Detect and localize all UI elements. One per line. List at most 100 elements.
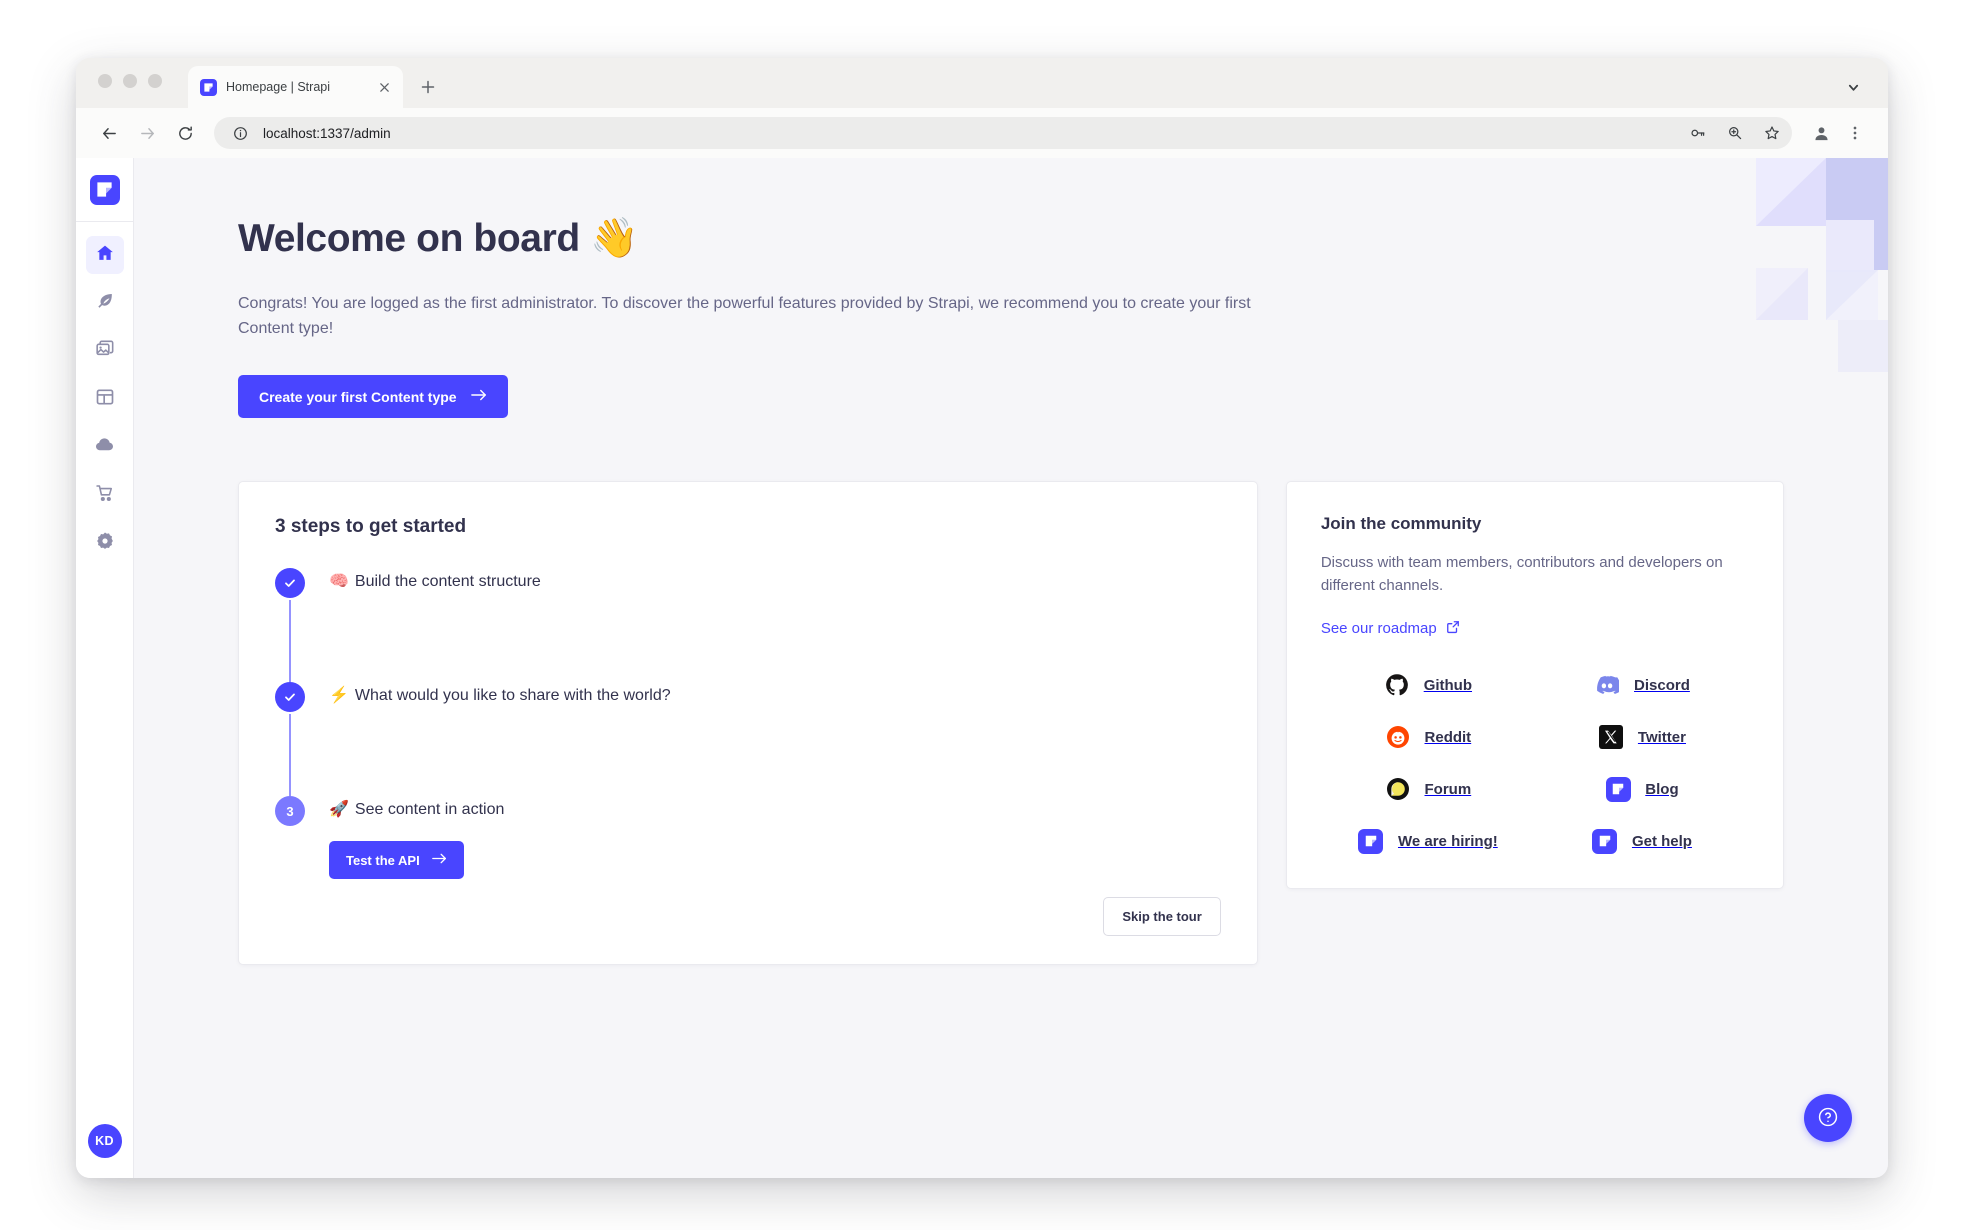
- strapi-admin-app: KD Welcome on board 👋 Cong: [76, 158, 1888, 1178]
- avatar[interactable]: KD: [87, 1124, 122, 1158]
- test-the-api-button[interactable]: Test the API: [329, 841, 464, 880]
- step-label: 🚀 See content in action: [329, 799, 1221, 819]
- sidebar-item-settings[interactable]: [86, 524, 124, 562]
- create-first-content-type-button[interactable]: Create your first Content type: [238, 375, 508, 419]
- forum-icon: [1385, 776, 1411, 802]
- arrow-right-icon: [431, 852, 447, 868]
- twitter-x-icon: [1598, 724, 1624, 750]
- step-item: 3 🚀 See content in action Test the API: [275, 796, 1221, 880]
- step-status-badge: [275, 682, 305, 713]
- help-button[interactable]: [1804, 1094, 1852, 1142]
- home-icon: [95, 243, 115, 268]
- lightning-bolt-emoji-icon: ⚡: [329, 687, 349, 705]
- sidebar-brand[interactable]: [76, 158, 133, 222]
- cloud-icon: [94, 434, 115, 460]
- sidebar-item-media-library[interactable]: [86, 332, 124, 370]
- waving-hand-emoji-icon: 👋: [590, 217, 639, 260]
- step-body: 🧠 Build the content structure: [329, 568, 1221, 675]
- brain-emoji-icon: 🧠: [329, 573, 349, 591]
- step-label: 🧠 Build the content structure: [329, 571, 1221, 591]
- sidebar-item-marketplace[interactable]: [86, 476, 124, 514]
- step-label: ⚡ What would you like to share with the w…: [329, 685, 1221, 705]
- sidebar-item-content-manager[interactable]: [86, 284, 124, 322]
- sidebar-item-cloud[interactable]: [86, 428, 124, 466]
- window-traffic-lights: [98, 58, 162, 108]
- profile-avatar-icon[interactable]: [1806, 118, 1836, 148]
- step-label-text: Build the content structure: [354, 573, 541, 591]
- community-link-reddit[interactable]: Reddit: [1321, 724, 1535, 750]
- new-tab-button[interactable]: [413, 72, 443, 102]
- skip-the-tour-button[interactable]: Skip the tour: [1103, 897, 1221, 937]
- see-our-roadmap-link[interactable]: See our roadmap: [1321, 620, 1460, 638]
- sidebar-item-home[interactable]: [85, 236, 124, 274]
- arrow-right-icon: [470, 388, 487, 405]
- strapi-logo-icon: [1358, 828, 1384, 854]
- step-body: ⚡ What would you like to share with the w…: [329, 682, 1221, 789]
- feather-icon: [95, 291, 115, 316]
- community-link-blog[interactable]: Blog: [1535, 776, 1749, 802]
- sidebar-footer: KD: [87, 1124, 122, 1178]
- strapi-logo-icon: [89, 174, 120, 205]
- roadmap-link-label: See our roadmap: [1320, 620, 1437, 638]
- browser-tab-strip: Homepage | Strapi: [76, 58, 1888, 108]
- strapi-logo-icon: [1592, 828, 1618, 854]
- community-link-discord[interactable]: Discord: [1535, 672, 1749, 698]
- reload-icon[interactable]: [168, 116, 202, 150]
- community-link-label: Twitter: [1637, 728, 1686, 746]
- browser-tab[interactable]: Homepage | Strapi: [188, 66, 403, 108]
- community-card: Join the community Discuss with team mem…: [1285, 481, 1784, 890]
- info-circle-icon[interactable]: [226, 119, 254, 147]
- community-links-grid: Github Discord: [1321, 672, 1749, 854]
- page-title: Welcome on board 👋: [238, 217, 1888, 261]
- chevron-down-icon[interactable]: [1838, 72, 1868, 102]
- community-link-forum[interactable]: Forum: [1321, 776, 1535, 802]
- arrow-left-icon[interactable]: [92, 116, 126, 150]
- community-link-get-help[interactable]: Get help: [1535, 828, 1749, 854]
- steps-list: 🧠 Build the content structure: [275, 568, 1221, 880]
- step-body: 🚀 See content in action Test the API: [329, 796, 1221, 880]
- external-link-icon: [1446, 620, 1460, 638]
- minimize-window-button[interactable]: [123, 74, 137, 88]
- address-bar[interactable]: localhost:1337/admin: [214, 117, 1792, 149]
- strapi-logo-icon: [1605, 776, 1631, 802]
- rocket-emoji-icon: 🚀: [329, 801, 349, 819]
- steps-card-footer: Skip the tour: [275, 897, 1221, 937]
- step-marker: 3: [275, 796, 305, 827]
- step-marker: [275, 682, 305, 797]
- community-link-label: Discord: [1634, 676, 1690, 694]
- gear-icon: [95, 531, 115, 556]
- community-link-twitter[interactable]: Twitter: [1535, 724, 1749, 750]
- step-connector: [289, 600, 291, 683]
- create-button-label: Create your first Content type: [259, 388, 457, 405]
- step-status-badge: [275, 568, 305, 599]
- github-icon: [1384, 672, 1410, 698]
- community-link-label: Get help: [1631, 832, 1692, 850]
- step-status-badge: 3: [275, 796, 305, 827]
- step-marker: [275, 568, 305, 683]
- step-label-text: What would you like to share with the wo…: [354, 687, 671, 705]
- key-icon[interactable]: [1684, 119, 1712, 147]
- step-connector: [289, 714, 291, 797]
- steps-card-title: 3 steps to get started: [275, 516, 467, 538]
- shopping-cart-icon: [95, 483, 115, 508]
- test-api-label: Test the API: [346, 852, 420, 868]
- page-title-text: Welcome on board: [238, 217, 580, 260]
- maximize-window-button[interactable]: [148, 74, 162, 88]
- panels-row: 3 steps to get started: [134, 418, 1888, 966]
- step-item: ⚡ What would you like to share with the w…: [275, 682, 1221, 797]
- hero-description: Congrats! You are logged as the first ad…: [238, 294, 1251, 338]
- arrow-right-icon[interactable]: [130, 116, 164, 150]
- question-mark-circle-icon: [1817, 1106, 1839, 1131]
- bookmark-star-icon[interactable]: [1758, 119, 1786, 147]
- community-link-label: We are hiring!: [1397, 832, 1498, 850]
- close-icon[interactable]: [376, 79, 393, 96]
- strapi-logo-icon: [200, 78, 217, 96]
- community-card-title: Join the community: [1320, 514, 1482, 534]
- close-window-button[interactable]: [98, 74, 112, 88]
- zoom-search-icon[interactable]: [1721, 119, 1749, 147]
- sidebar-item-content-type-builder[interactable]: [86, 380, 124, 418]
- community-link-we-are-hiring[interactable]: We are hiring!: [1321, 828, 1535, 854]
- sidebar-nav: KD: [76, 158, 134, 1178]
- three-dots-vertical-icon[interactable]: [1840, 118, 1870, 148]
- community-link-github[interactable]: Github: [1321, 672, 1535, 698]
